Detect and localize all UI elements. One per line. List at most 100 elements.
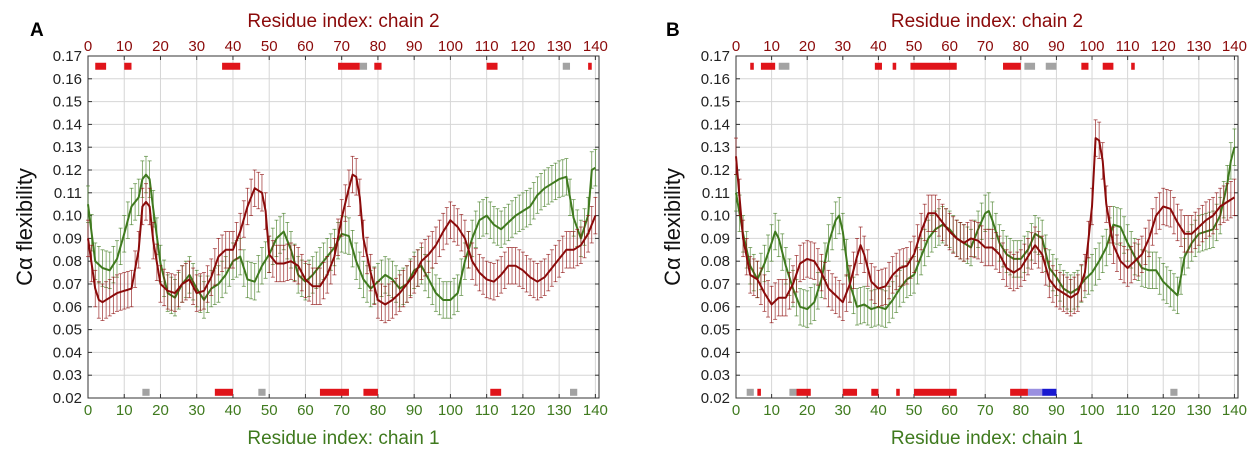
secondary-structure-block-top xyxy=(1081,62,1089,70)
y-tick-label: 0.08 xyxy=(53,253,82,270)
x-tick-label-top: 20 xyxy=(152,38,169,55)
x-axis-title-top: Residue index: chain 2 xyxy=(891,11,1083,32)
secondary-structure-block-bottom xyxy=(214,388,233,396)
series-line-chain2 xyxy=(87,173,597,306)
y-tick-label: 0.17 xyxy=(53,48,82,65)
x-tick-label-bottom: 10 xyxy=(116,402,133,419)
x-tick-label-top: 130 xyxy=(547,38,572,55)
x-tick-label-bottom: 70 xyxy=(333,402,350,419)
panel-b: 0.02 0.03 0.04 0.05 0.06 0.07 0.08 0.09 0.10 0.11… xyxy=(660,11,1247,449)
x-tick-label-top: 50 xyxy=(261,38,278,55)
secondary-structure-block-bottom xyxy=(1027,388,1043,396)
x-tick-label-top: 100 xyxy=(1080,38,1105,55)
secondary-structure-block-top xyxy=(374,62,382,70)
y-tick-label: 0.14 xyxy=(701,116,730,133)
x-tick-label-bottom: 130 xyxy=(547,402,572,419)
x-tick-label-bottom: 60 xyxy=(297,402,314,419)
secondary-structure-block-bottom xyxy=(1010,388,1028,396)
secondary-structure-block-top xyxy=(338,62,360,70)
y-tick-label: 0.02 xyxy=(53,390,82,407)
x-tick-label-bottom: 30 xyxy=(834,402,851,419)
y-tick-label: 0.13 xyxy=(53,139,82,156)
x-tick-label-bottom: 140 xyxy=(583,402,608,419)
y-tick-label: 0.10 xyxy=(53,208,82,225)
secondary-structure-block-bottom xyxy=(757,388,761,396)
y-tick-label: 0.07 xyxy=(701,276,730,293)
y-tick-label: 0.11 xyxy=(54,185,82,202)
y-axis-title: Cα flexibility xyxy=(660,168,685,286)
y-tick-label: 0.11 xyxy=(702,185,730,202)
secondary-structure-block-top xyxy=(124,62,132,70)
secondary-structure-block-top xyxy=(1102,62,1114,70)
x-tick-label-bottom: 40 xyxy=(870,402,887,419)
x-tick-label-top: 70 xyxy=(333,38,350,55)
x-tick-label-bottom: 130 xyxy=(1186,402,1211,419)
x-tick-label-bottom: 110 xyxy=(1116,402,1140,419)
x-tick-label-bottom: 60 xyxy=(941,402,958,419)
y-tick-label: 0.10 xyxy=(701,208,730,225)
x-tick-label-bottom: 90 xyxy=(1048,402,1065,419)
secondary-structure-block-bottom xyxy=(1042,388,1057,396)
secondary-structure-block-top xyxy=(910,62,957,70)
y-tick-label: 0.13 xyxy=(701,139,730,156)
y-tick-label: 0.17 xyxy=(701,48,730,65)
y-tick-label: 0.06 xyxy=(701,299,730,316)
secondary-structure-block-top xyxy=(874,62,882,70)
secondary-structure-block-top xyxy=(562,62,571,70)
x-tick-label-bottom: 100 xyxy=(438,402,463,419)
y-axis-title: Cα flexibility xyxy=(12,168,37,286)
x-tick-label-top: 70 xyxy=(977,38,994,55)
x-tick-label-top: 50 xyxy=(906,38,923,55)
x-tick-label-top: 130 xyxy=(1186,38,1211,55)
y-tick-label: 0.15 xyxy=(53,94,82,111)
panel-label: B xyxy=(666,20,680,41)
x-tick-label-top: 40 xyxy=(870,38,887,55)
secondary-structure-block-bottom xyxy=(319,388,349,396)
plot-frame xyxy=(87,55,600,399)
series-line-chain2 xyxy=(735,137,1235,306)
x-tick-label-bottom: 120 xyxy=(1151,402,1176,419)
x-tick-label-bottom: 0 xyxy=(84,402,92,419)
secondary-structure-block-bottom xyxy=(258,388,266,396)
x-tick-label-bottom: 80 xyxy=(1012,402,1029,419)
panel-label: A xyxy=(30,20,44,41)
x-tick-label-top: 120 xyxy=(1151,38,1176,55)
secondary-structure-block-bottom xyxy=(789,388,797,396)
x-tick-label-top: 10 xyxy=(763,38,780,55)
x-axis-title-bottom: Residue index: chain 1 xyxy=(247,428,439,449)
y-tick-label: 0.12 xyxy=(701,162,730,179)
y-tick-label: 0.03 xyxy=(53,367,82,384)
secondary-structure-block-top xyxy=(1045,62,1057,70)
secondary-structure-block-bottom xyxy=(896,388,900,396)
secondary-structure-block-top xyxy=(1024,62,1036,70)
x-tick-label-top: 110 xyxy=(475,38,499,55)
secondary-structure-block-bottom xyxy=(871,388,879,396)
y-tick-label: 0.12 xyxy=(53,162,82,179)
y-tick-label: 0.06 xyxy=(53,299,82,316)
y-tick-label: 0.03 xyxy=(701,367,730,384)
secondary-structure-block-bottom xyxy=(746,388,754,396)
x-tick-label-bottom: 90 xyxy=(406,402,423,419)
x-tick-label-top: 80 xyxy=(1012,38,1029,55)
x-tick-label-bottom: 80 xyxy=(370,402,387,419)
secondary-structure-block-top xyxy=(778,62,790,70)
x-tick-label-bottom: 120 xyxy=(510,402,535,419)
x-tick-label-top: 60 xyxy=(941,38,958,55)
y-tick-label: 0.14 xyxy=(53,116,82,133)
x-tick-label-bottom: 110 xyxy=(475,402,499,419)
secondary-structure-block-bottom xyxy=(490,388,502,396)
secondary-structure-block-top xyxy=(760,62,776,70)
secondary-structure-block-bottom xyxy=(914,388,957,396)
x-tick-label-bottom: 40 xyxy=(225,402,242,419)
secondary-structure-block-top xyxy=(892,62,897,70)
x-tick-label-top: 120 xyxy=(510,38,535,55)
x-tick-label-top: 0 xyxy=(84,38,92,55)
y-tick-label: 0.16 xyxy=(53,71,82,88)
x-tick-label-bottom: 70 xyxy=(977,402,994,419)
y-tick-label: 0.09 xyxy=(53,230,82,247)
x-tick-label-bottom: 140 xyxy=(1222,402,1247,419)
secondary-structure-block-top xyxy=(95,62,107,70)
secondary-structure-block-top xyxy=(359,62,368,70)
secondary-structure-block-bottom xyxy=(796,388,811,396)
